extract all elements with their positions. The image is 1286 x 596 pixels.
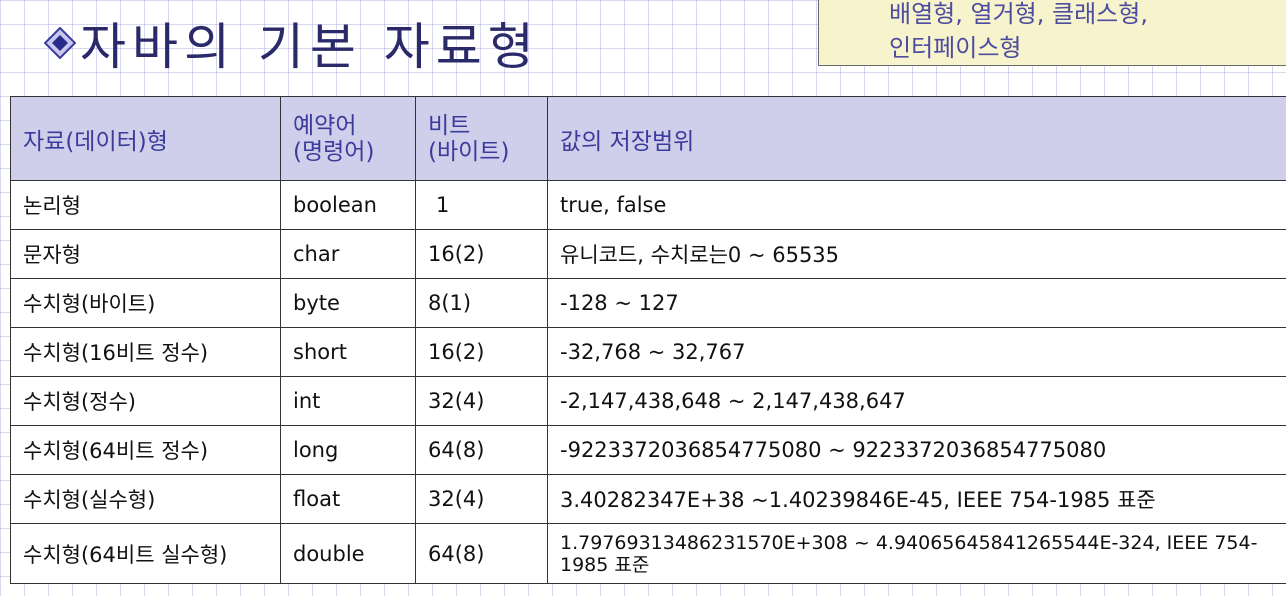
table-row: 수치형(실수형) float 32(4) 3.40282347E+38 ~1.4… <box>10 474 1286 524</box>
header-range: 값의 저장범위 <box>547 96 1286 181</box>
table-row: 논리형 boolean 1 true, false <box>10 180 1286 230</box>
table-row: 수치형(바이트) byte 8(1) -128 ~ 127 <box>10 278 1286 328</box>
cell-range: -9223372036854775080 ~ 92233720368547750… <box>547 425 1286 475</box>
header-keyword: 예약어 (명령어) <box>280 96 416 181</box>
header-bits-line2: (바이트) <box>428 138 510 165</box>
slide-title: 자바의 기본 자료형 <box>80 18 540 76</box>
diamond-bullet-icon <box>44 27 76 59</box>
table-row: 문자형 char 16(2) 유니코드, 수치로는0 ~ 65535 <box>10 229 1286 279</box>
cell-range: 3.40282347E+38 ~1.40239846E-45, IEEE 754… <box>547 474 1286 524</box>
cell-keyword: int <box>280 376 416 426</box>
table-row: 수치형(16비트 정수) short 16(2) -32,768 ~ 32,76… <box>10 327 1286 377</box>
table-row: 수치형(64비트 실수형) double 64(8) 1.79769313486… <box>10 523 1286 584</box>
cell-type: 논리형 <box>10 180 281 230</box>
data-types-table: 자료(데이터)형 예약어 (명령어) 비트 (바이트) 값의 저장범위 논리형 … <box>10 96 1286 584</box>
cell-bits: 64(8) <box>415 523 548 584</box>
cell-type: 수치형(바이트) <box>10 278 281 328</box>
cell-keyword: float <box>280 474 416 524</box>
header-keyword-line2: (명령어) <box>293 138 375 165</box>
cell-type: 수치형(정수) <box>10 376 281 426</box>
cell-bits: 64(8) <box>415 425 548 475</box>
cell-range: -128 ~ 127 <box>547 278 1286 328</box>
cell-type: 문자형 <box>10 229 281 279</box>
cell-type: 수치형(실수형) <box>10 474 281 524</box>
cell-bits: 16(2) <box>415 229 548 279</box>
cell-keyword: short <box>280 327 416 377</box>
cell-range: -32,768 ~ 32,767 <box>547 327 1286 377</box>
cell-range: -2,147,438,648 ~ 2,147,438,647 <box>547 376 1286 426</box>
cell-range: 1.79769313486231570E+308 ~ 4.94065645841… <box>547 523 1286 584</box>
cell-bits: 32(4) <box>415 376 548 426</box>
note-line-1: 배열형, 열거형, 클래스형, <box>889 0 1148 28</box>
header-bits: 비트 (바이트) <box>415 96 548 181</box>
cell-keyword: boolean <box>280 180 416 230</box>
cell-bits: 8(1) <box>415 278 548 328</box>
table-row: 수치형(정수) int 32(4) -2,147,438,648 ~ 2,147… <box>10 376 1286 426</box>
title-bar: 자바의 기본 자료형 <box>44 0 540 86</box>
header-keyword-line1: 예약어 <box>293 112 357 139</box>
cell-keyword: double <box>280 523 416 584</box>
note-box: 배열형, 열거형, 클래스형, 인터페이스형 <box>818 0 1286 66</box>
note-line-2: 인터페이스형 <box>889 34 1022 62</box>
cell-keyword: char <box>280 229 416 279</box>
header-type: 자료(데이터)형 <box>10 96 281 181</box>
table-header-row: 자료(데이터)형 예약어 (명령어) 비트 (바이트) 값의 저장범위 <box>10 96 1286 181</box>
cell-keyword: long <box>280 425 416 475</box>
cell-bits: 32(4) <box>415 474 548 524</box>
cell-bits: 1 <box>415 180 548 230</box>
cell-bits: 16(2) <box>415 327 548 377</box>
cell-type: 수치형(64비트 실수형) <box>10 523 281 584</box>
cell-range: 유니코드, 수치로는0 ~ 65535 <box>547 229 1286 279</box>
header-bits-line1: 비트 <box>428 112 471 139</box>
cell-keyword: byte <box>280 278 416 328</box>
cell-type: 수치형(64비트 정수) <box>10 425 281 475</box>
cell-range: true, false <box>547 180 1286 230</box>
cell-type: 수치형(16비트 정수) <box>10 327 281 377</box>
table-row: 수치형(64비트 정수) long 64(8) -922337203685477… <box>10 425 1286 475</box>
